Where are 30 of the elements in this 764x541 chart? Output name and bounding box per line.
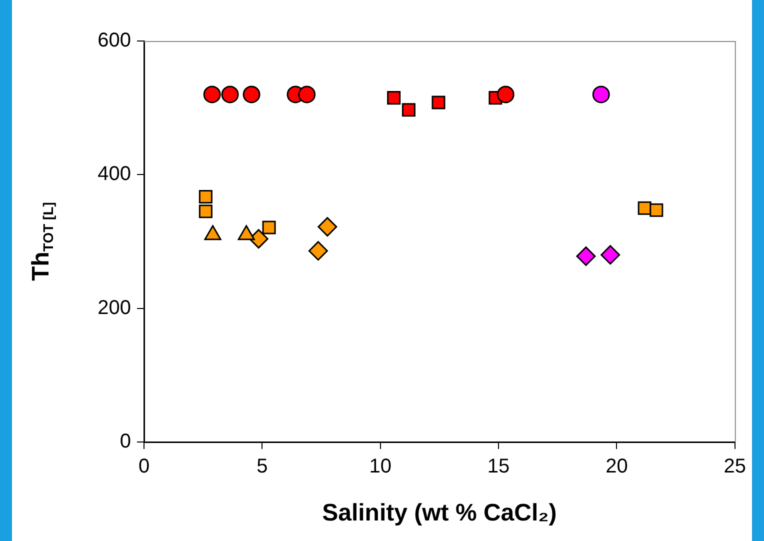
point bbox=[650, 203, 664, 217]
x-tick-label: 25 bbox=[724, 456, 746, 478]
y-axis-title: ThTOT [L] bbox=[28, 202, 56, 281]
point bbox=[576, 246, 596, 266]
x-tick-label: 10 bbox=[369, 456, 392, 478]
point bbox=[592, 86, 610, 104]
point bbox=[203, 86, 221, 104]
point bbox=[432, 96, 446, 110]
point bbox=[318, 217, 338, 237]
x-tick-label: 15 bbox=[487, 456, 510, 478]
y-tick-label: 600 bbox=[98, 30, 131, 52]
point bbox=[221, 86, 239, 104]
point bbox=[242, 86, 260, 104]
x-axis-title: Salinity (wt % CaCl₂) bbox=[322, 500, 557, 527]
point bbox=[387, 91, 401, 105]
point bbox=[198, 204, 212, 218]
point bbox=[198, 190, 212, 204]
point bbox=[496, 86, 514, 104]
x-tick-label: 20 bbox=[606, 456, 628, 478]
point bbox=[600, 245, 620, 265]
point bbox=[262, 220, 276, 234]
point bbox=[402, 103, 416, 117]
x-tick-label: 0 bbox=[138, 456, 150, 478]
y-tick-label: 0 bbox=[120, 430, 131, 453]
x-tick-label: 5 bbox=[256, 456, 268, 478]
point bbox=[308, 241, 328, 261]
y-tick-label: 400 bbox=[98, 163, 131, 186]
point bbox=[298, 86, 316, 104]
point bbox=[248, 229, 268, 249]
y-tick-label: 200 bbox=[98, 296, 131, 319]
